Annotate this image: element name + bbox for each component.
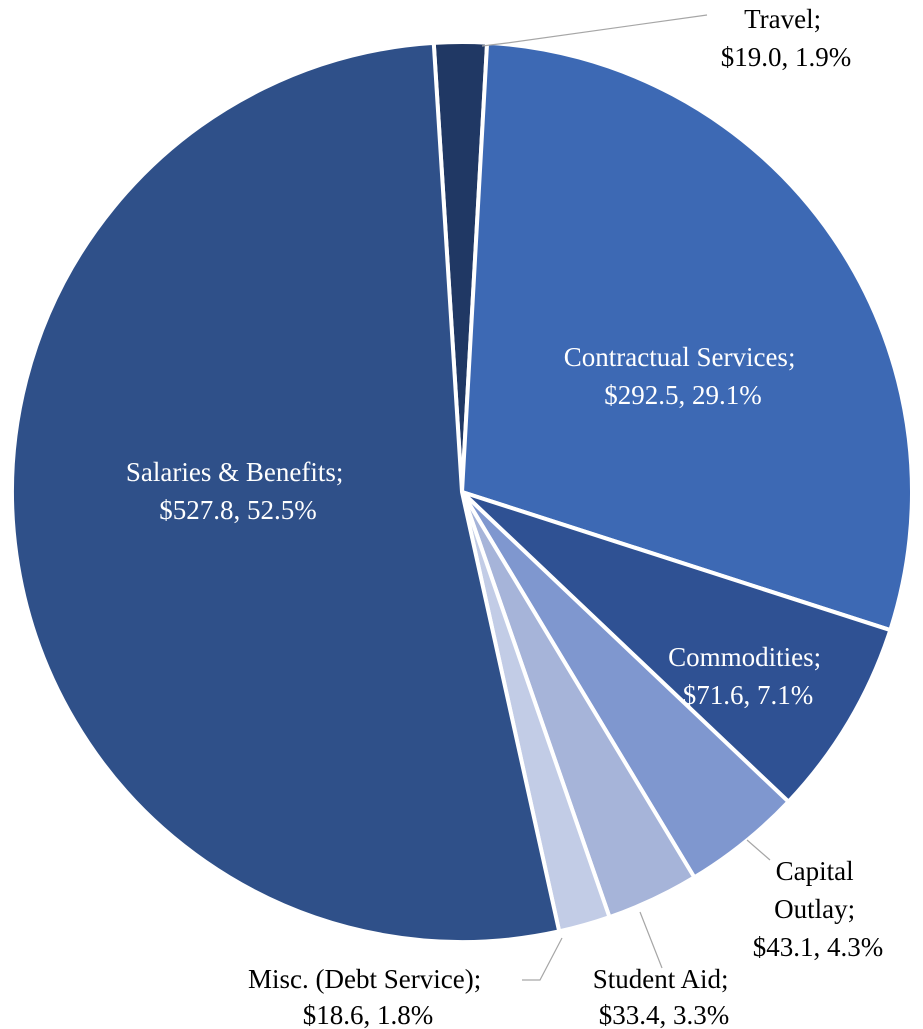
slice-label-travel-sep: ; xyxy=(814,4,822,34)
leader-line-capital-outlay xyxy=(746,839,771,861)
slice-label-student-aid-sep: ; xyxy=(721,964,729,994)
slice-label-commodities: Commodities; $71.6, 7.1% xyxy=(668,642,828,710)
slice-label-misc-sep: ; xyxy=(474,964,482,994)
slice-label-capital-outlay-name-1: Capital xyxy=(776,856,854,886)
slice-label-salaries-benefits-sep: ; xyxy=(336,457,344,487)
slice-label-travel: Travel; $19.0, 1.9% xyxy=(721,4,852,72)
slice-label-contractual-services-name: Contractual Services xyxy=(564,342,788,372)
leader-lines xyxy=(481,14,771,981)
slice-label-student-aid-value: $33.4, 3.3% xyxy=(599,1000,730,1029)
slice-label-capital-outlay-value: $43.1, 4.3% xyxy=(753,932,884,962)
slice-label-contractual-services-sep: ; xyxy=(788,342,796,372)
leader-line-misc xyxy=(522,937,563,981)
slice-label-travel-name: Travel xyxy=(744,4,814,34)
slice-label-student-aid-name: Student Aid xyxy=(593,964,722,994)
slice-label-commodities-value: $71.6, 7.1% xyxy=(683,680,814,710)
pie-slices xyxy=(10,40,915,944)
leader-line-student-aid xyxy=(639,911,663,969)
leader-line-travel xyxy=(481,14,708,47)
slice-label-capital-outlay: Capital Outlay; $43.1, 4.3% xyxy=(753,856,884,962)
slice-label-contractual-services: Contractual Services; $292.5, 29.1% xyxy=(564,342,802,410)
slice-label-misc-value: $18.6, 1.8% xyxy=(303,1000,434,1029)
pie-slice-contractual-services xyxy=(460,40,915,633)
pie-slice-salaries-benefits xyxy=(10,40,562,944)
slice-label-student-aid: Student Aid; $33.4, 3.3% xyxy=(593,964,736,1029)
slice-labels: Travel; $19.0, 1.9% Contractual Services… xyxy=(126,4,883,1029)
slice-label-capital-outlay-name-2: Outlay; xyxy=(774,894,855,924)
slice-label-misc-name: Misc. (Debt Service) xyxy=(248,964,474,994)
slice-label-salaries-benefits: Salaries & Benefits; $527.8, 52.5% xyxy=(126,457,350,525)
slice-label-salaries-benefits-value: $527.8, 52.5% xyxy=(159,495,317,525)
slice-label-commodities-name: Commodities xyxy=(668,642,814,672)
slice-label-salaries-benefits-name: Salaries & Benefits xyxy=(126,457,336,487)
slice-label-commodities-sep: ; xyxy=(814,642,822,672)
slice-label-misc: Misc. (Debt Service); $18.6, 1.8% xyxy=(248,964,488,1029)
slice-label-travel-value: $19.0, 1.9% xyxy=(721,42,852,72)
pie-slice-commodities xyxy=(460,490,893,804)
slice-label-contractual-services-value: $292.5, 29.1% xyxy=(604,380,762,410)
